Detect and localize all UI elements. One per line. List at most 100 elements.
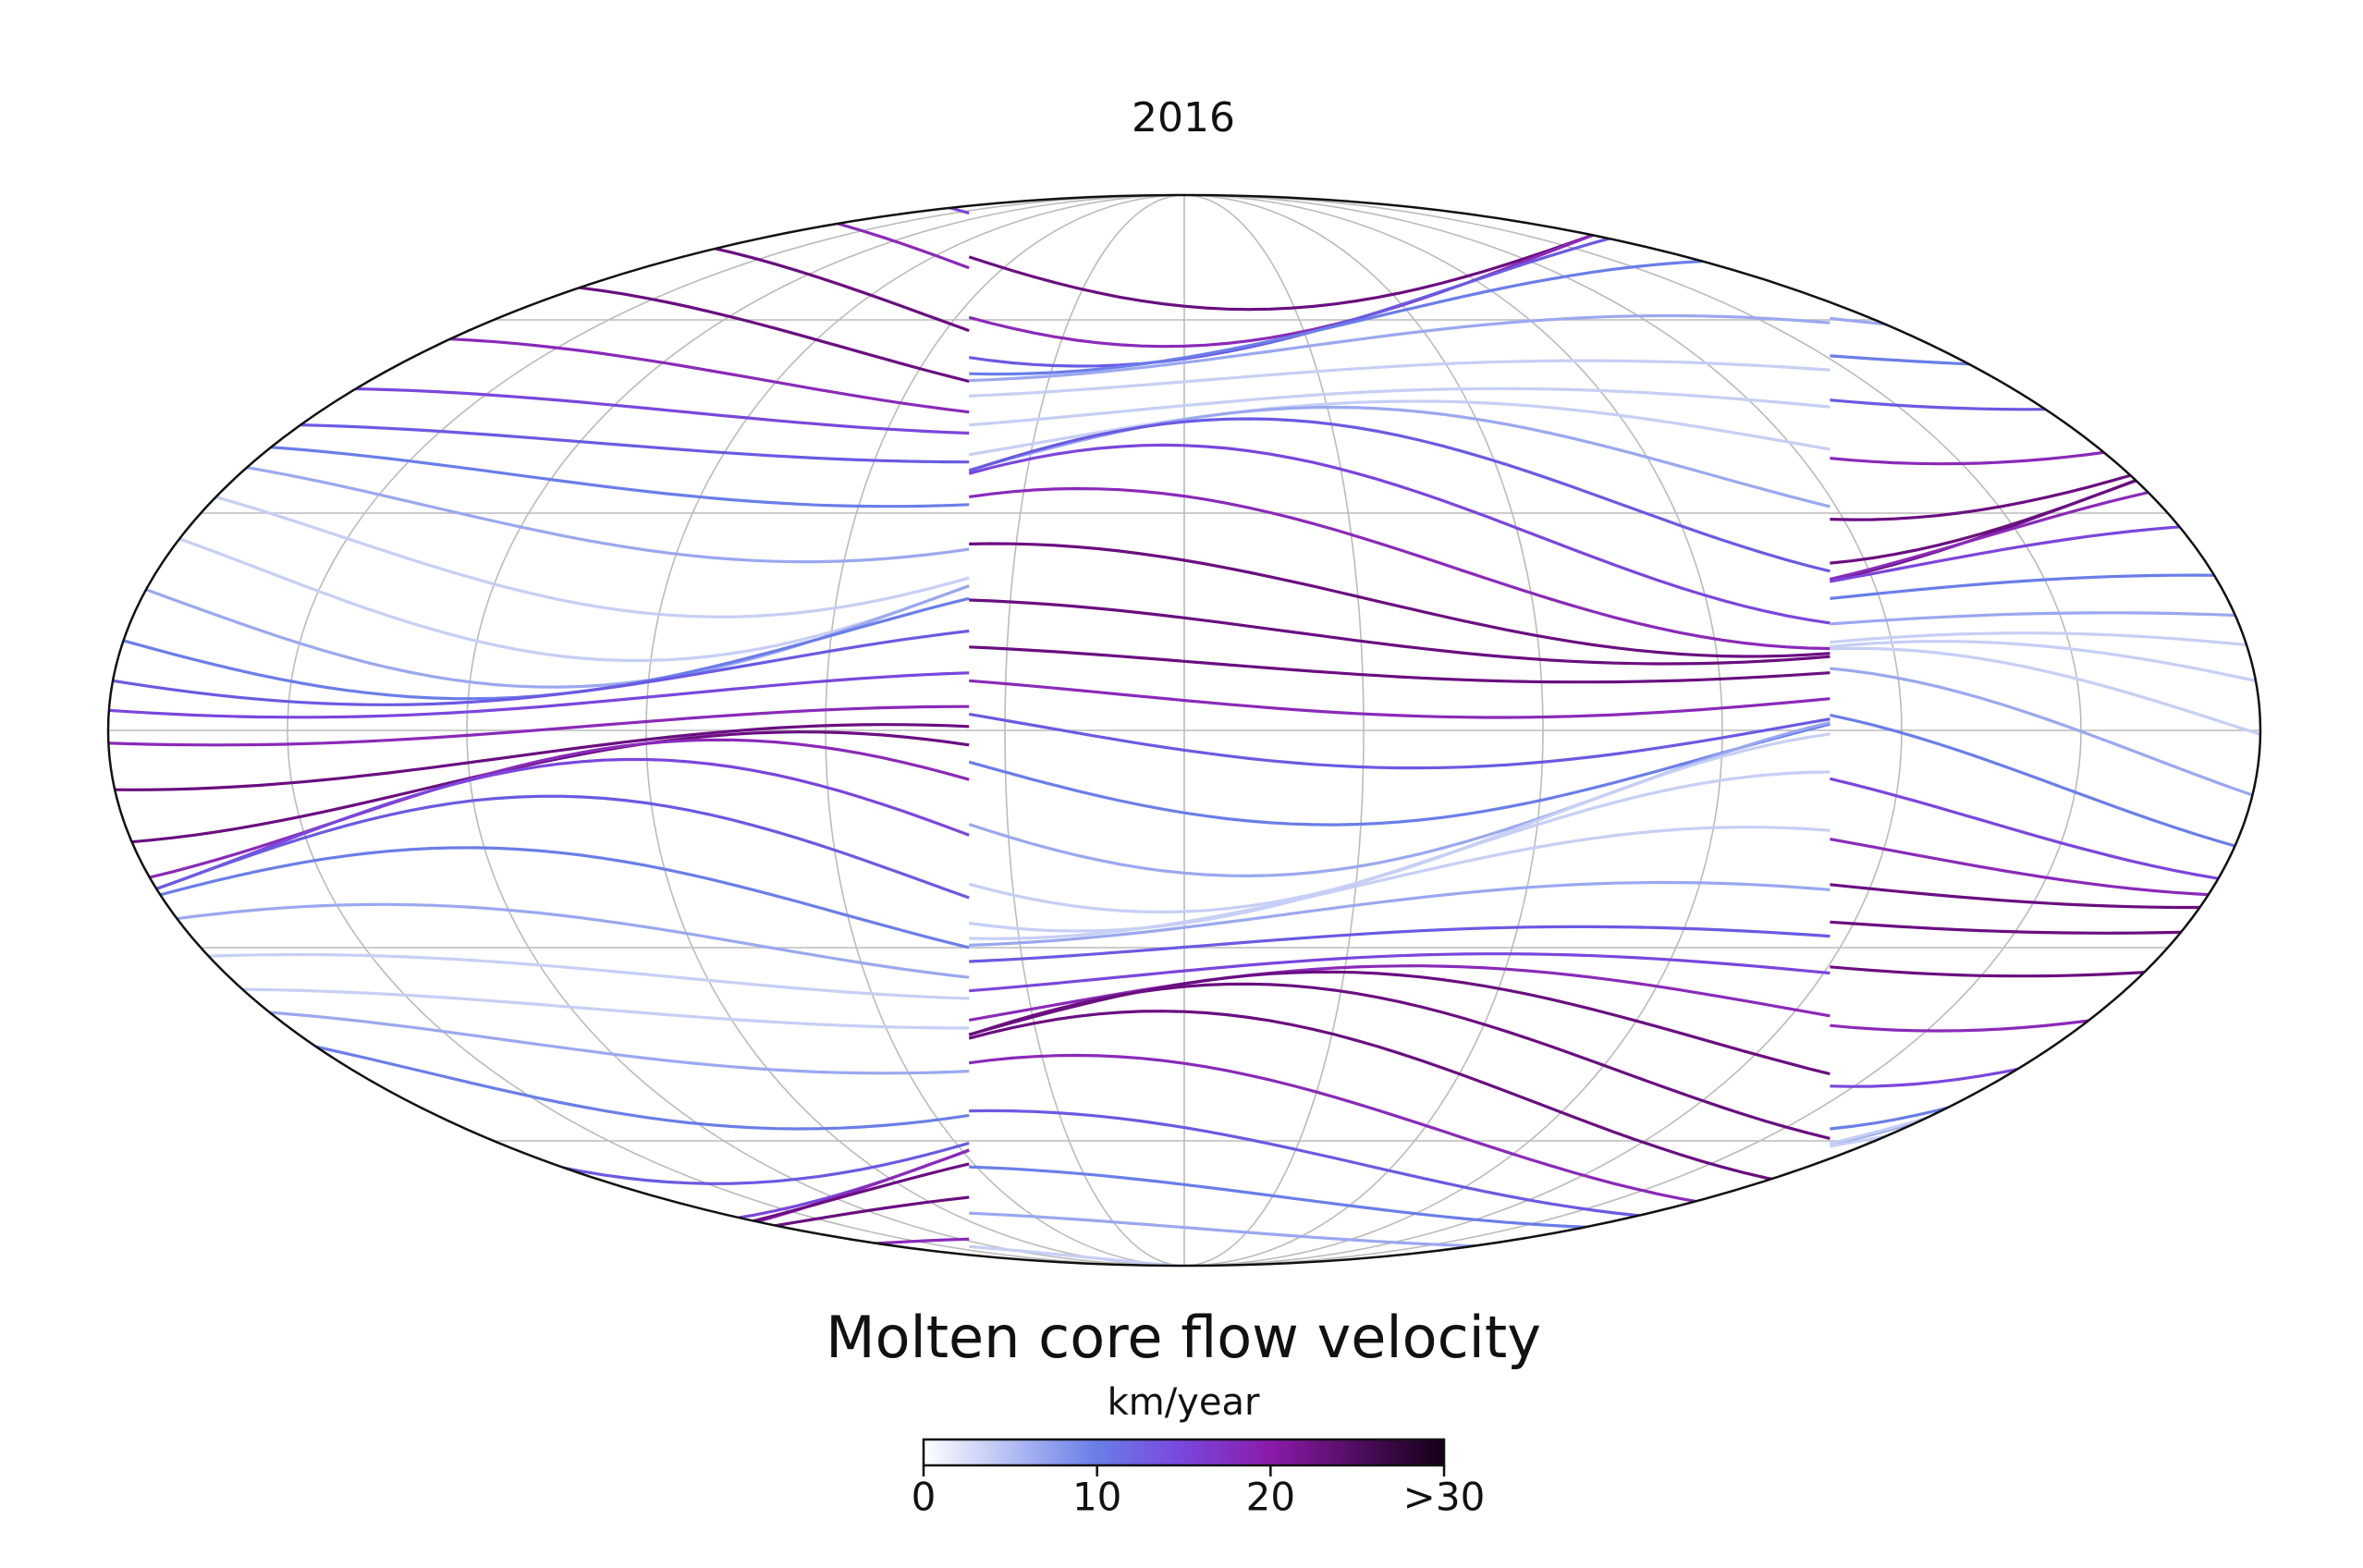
flow-line — [969, 1109, 1830, 1223]
flow-line — [108, 1195, 970, 1266]
flow-line — [1830, 333, 2260, 369]
flow-line — [968, 1053, 1830, 1216]
flow-line — [108, 794, 970, 908]
flow-line — [1830, 981, 2260, 1146]
flow-line — [1830, 777, 2260, 892]
flow-line — [969, 258, 1830, 376]
flow-line — [108, 1080, 970, 1229]
flow-line — [108, 469, 970, 619]
flow-line — [1830, 1204, 2260, 1266]
colorbar-tick-label: 0 — [912, 1475, 937, 1520]
flow-line — [968, 195, 1830, 312]
flow-line — [1830, 1196, 2260, 1259]
flow-line — [108, 738, 970, 888]
flow-line — [969, 1211, 1830, 1250]
flow-line — [108, 1005, 970, 1075]
flow-line — [1830, 195, 2260, 313]
flow-line — [1830, 631, 2260, 692]
flow-line — [108, 629, 970, 706]
flow-line — [108, 449, 970, 564]
flow-line — [108, 730, 970, 845]
flow-line — [1830, 1176, 2260, 1214]
flow-line — [108, 902, 970, 979]
flow-line — [1830, 521, 2260, 583]
colorbar-title: Molten core flow velocity — [826, 1304, 1541, 1371]
flow-line — [968, 443, 1830, 625]
flow-line — [108, 846, 970, 949]
flow-line — [968, 722, 1830, 827]
flow-line — [968, 720, 1830, 878]
flow-line — [1830, 611, 2260, 647]
flow-line — [968, 399, 1830, 457]
flow-line — [968, 417, 1830, 573]
flow-line — [969, 679, 1830, 719]
flow-line — [969, 598, 1830, 666]
flow-line — [108, 987, 970, 1030]
flow-line — [969, 1244, 1830, 1266]
flow-line — [968, 1010, 1830, 1191]
colorbar-ticks: 0 10 20 >30 — [912, 1465, 1486, 1520]
colorbar-tick-label: >30 — [1403, 1475, 1486, 1520]
flow-line — [108, 386, 970, 435]
flow-line — [1830, 667, 2260, 851]
flow-line — [1830, 364, 2260, 521]
flow-line — [108, 1237, 970, 1266]
flow-line — [969, 386, 1830, 427]
flow-line — [1830, 915, 2260, 978]
flow-line — [1830, 350, 2260, 411]
flow-line — [1830, 713, 2260, 879]
flow-line — [1830, 464, 2260, 582]
flow-line — [1830, 869, 2260, 910]
flow-line — [1830, 303, 2260, 344]
flow-line — [108, 336, 970, 414]
flow-line — [108, 227, 970, 344]
flow-line — [969, 645, 1830, 684]
flow-line — [1830, 899, 2260, 935]
flow-line — [1830, 209, 2260, 327]
flow-line — [969, 826, 1830, 940]
flow-line — [1830, 357, 2260, 466]
flow-line — [1830, 646, 2260, 805]
flow-line — [1830, 929, 2260, 1088]
flow-line — [968, 486, 1830, 651]
flow-line — [108, 513, 970, 662]
flow-line — [1830, 573, 2260, 614]
flow-line — [969, 952, 1830, 993]
flow-line — [969, 880, 1830, 947]
flow-line — [968, 970, 1830, 1076]
flow-line — [1830, 838, 2260, 899]
flow-line — [968, 712, 1830, 770]
flow-line — [968, 405, 1830, 508]
map-title: 2016 — [1132, 94, 1235, 141]
flow-line — [108, 704, 970, 747]
flow-line — [969, 925, 1830, 963]
flow-line — [1830, 922, 2260, 1033]
flow-line — [1830, 415, 2260, 582]
flow-line — [1830, 270, 2260, 334]
flow-line — [1830, 1088, 2260, 1148]
map-border — [106, 193, 2262, 1268]
flow-line — [969, 313, 1830, 383]
colorbar-tick-label: 10 — [1072, 1475, 1121, 1520]
flow-line — [108, 671, 970, 719]
flow-line — [108, 195, 970, 323]
colorbar-unit: km/year — [1108, 1381, 1260, 1424]
flow-line — [968, 982, 1830, 1140]
colorbar — [922, 1438, 1446, 1467]
flow-line — [969, 542, 1830, 658]
flow-line — [969, 359, 1830, 398]
flow-line — [108, 278, 970, 384]
flow-line — [968, 964, 1830, 1022]
flow-line — [968, 770, 1830, 933]
flow-line — [108, 723, 970, 791]
flow-line — [1830, 640, 2260, 749]
flow-line — [1830, 1140, 2260, 1180]
flow-line — [1830, 381, 2260, 565]
flow-line — [108, 952, 970, 1000]
flow-line — [108, 1035, 970, 1185]
colorbar-tick-label: 20 — [1246, 1475, 1295, 1520]
globe — [108, 195, 2260, 1266]
flow-line — [108, 422, 970, 464]
